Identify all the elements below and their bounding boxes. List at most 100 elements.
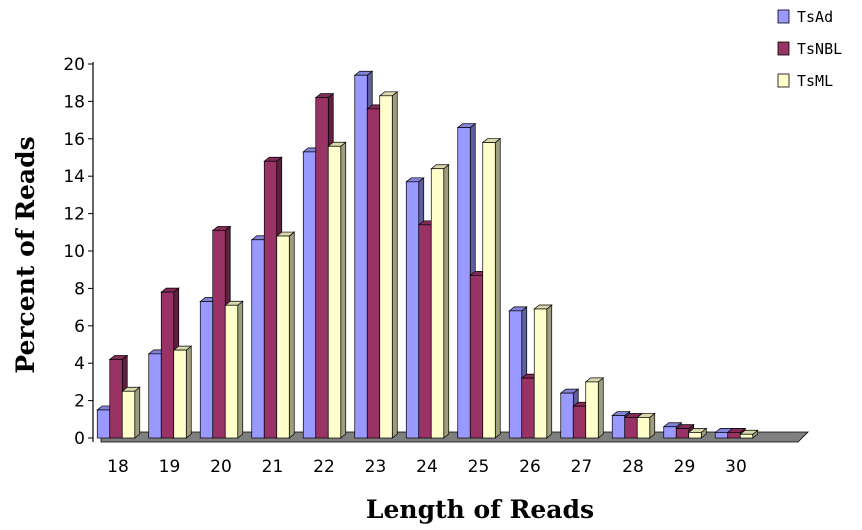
bar-front bbox=[212, 230, 226, 439]
bar-TsML-28 bbox=[636, 412, 656, 439]
bar-TsML-23 bbox=[378, 91, 399, 439]
legend-swatch bbox=[777, 73, 790, 88]
bar-front bbox=[224, 304, 239, 439]
bar-side bbox=[443, 163, 450, 439]
bar-side bbox=[185, 345, 192, 439]
bar-front bbox=[585, 381, 599, 439]
x-axis-ticks: 18 19 20 21 22 23 24 25 26 27 28 29 30 bbox=[107, 457, 747, 477]
bar-side bbox=[546, 304, 553, 439]
y-tick-label: 16 bbox=[63, 130, 85, 150]
legend-item-TsNBL: TsNBL bbox=[777, 40, 842, 58]
y-axis-title: Percent of Reads bbox=[11, 136, 40, 373]
x-tick-label: 23 bbox=[365, 457, 387, 477]
y-tick-label: 10 bbox=[63, 242, 85, 262]
bar-front bbox=[109, 359, 123, 439]
bar-front bbox=[482, 142, 496, 439]
y-tick-label: 0 bbox=[74, 429, 85, 449]
bar-front bbox=[430, 168, 445, 439]
y-tick-label: 14 bbox=[63, 167, 85, 187]
bar-front bbox=[521, 377, 535, 439]
bar-TsML-29 bbox=[687, 427, 708, 439]
bar-side bbox=[494, 137, 501, 439]
bar-TsML-21 bbox=[275, 231, 296, 439]
bar-TsML-20 bbox=[224, 300, 244, 439]
bar-TsML-18 bbox=[121, 386, 141, 439]
bar-side bbox=[237, 300, 244, 439]
x-axis-title: Length of Reads bbox=[366, 495, 594, 524]
legend: TsAd TsNBL TsML bbox=[777, 8, 842, 90]
bar-front bbox=[327, 145, 342, 439]
bar-front bbox=[469, 274, 484, 439]
bar-front bbox=[624, 417, 638, 439]
bar-TsML-30 bbox=[739, 429, 759, 439]
bars bbox=[96, 70, 759, 439]
bar-front bbox=[302, 151, 317, 439]
bar-front bbox=[663, 426, 677, 439]
bar-TsML-24 bbox=[430, 163, 450, 439]
bar-front bbox=[457, 127, 471, 439]
bar-front bbox=[199, 301, 214, 439]
y-tick-label: 18 bbox=[63, 92, 85, 112]
bar-front bbox=[533, 308, 548, 439]
bar-front bbox=[121, 390, 136, 439]
legend-swatch bbox=[777, 9, 790, 24]
x-tick-label: 22 bbox=[313, 457, 335, 477]
bar-front bbox=[148, 353, 162, 439]
bar-front bbox=[276, 235, 290, 439]
bar-front bbox=[405, 181, 420, 439]
bar-front bbox=[315, 97, 329, 439]
bar-front bbox=[688, 432, 702, 439]
bar-side bbox=[288, 231, 295, 439]
legend-label: TsNBL bbox=[797, 40, 842, 58]
bar-TsML-27 bbox=[584, 377, 605, 439]
bar-front bbox=[96, 409, 111, 439]
bar-front bbox=[418, 224, 432, 439]
y-tick-label: 8 bbox=[74, 279, 85, 299]
bar-front bbox=[263, 160, 278, 439]
bar-front bbox=[379, 95, 393, 439]
x-tick-label: 27 bbox=[571, 457, 593, 477]
legend-label: TsAd bbox=[797, 8, 833, 26]
bar-TsML-26 bbox=[533, 304, 553, 439]
legend-label: TsML bbox=[797, 72, 833, 90]
x-tick-label: 26 bbox=[519, 457, 541, 477]
x-tick-label: 20 bbox=[210, 457, 232, 477]
legend-item-TsML: TsML bbox=[777, 72, 833, 90]
x-tick-label: 19 bbox=[159, 457, 181, 477]
x-tick-label: 30 bbox=[725, 457, 747, 477]
y-tick-label: 2 bbox=[74, 392, 85, 412]
bar-front bbox=[160, 291, 175, 439]
legend-item-TsAd: TsAd bbox=[777, 8, 833, 26]
y-tick-label: 20 bbox=[63, 55, 85, 75]
x-tick-label: 25 bbox=[468, 457, 490, 477]
y-tick-label: 12 bbox=[63, 205, 85, 225]
x-tick-label: 29 bbox=[674, 457, 696, 477]
bar-front bbox=[727, 432, 741, 439]
bar-TsML-25 bbox=[481, 137, 502, 439]
x-tick-label: 24 bbox=[416, 457, 438, 477]
bar-front bbox=[611, 415, 626, 439]
bar-TsML-22 bbox=[327, 141, 347, 439]
bar-front bbox=[636, 417, 651, 439]
x-tick-label: 18 bbox=[107, 457, 129, 477]
x-tick-label: 28 bbox=[622, 457, 644, 477]
bar-front bbox=[714, 432, 729, 439]
bar-front bbox=[560, 392, 574, 439]
bar-front bbox=[508, 310, 523, 439]
bar-front bbox=[354, 74, 368, 439]
bar-side bbox=[391, 91, 398, 439]
bar-side bbox=[597, 377, 604, 439]
y-tick-label: 4 bbox=[74, 354, 85, 374]
bar-side bbox=[340, 141, 347, 439]
y-axis: 0 2 4 6 8 10 12 14 16 18 20 bbox=[63, 55, 94, 449]
bar-front bbox=[739, 433, 754, 439]
bar-front bbox=[251, 239, 265, 439]
y-tick-label: 6 bbox=[74, 317, 85, 337]
bar-front bbox=[173, 349, 187, 439]
bar-side bbox=[134, 386, 141, 439]
legend-swatch bbox=[777, 41, 790, 56]
bar-front bbox=[366, 108, 381, 439]
x-tick-label: 21 bbox=[262, 457, 284, 477]
bar-front bbox=[675, 428, 690, 439]
